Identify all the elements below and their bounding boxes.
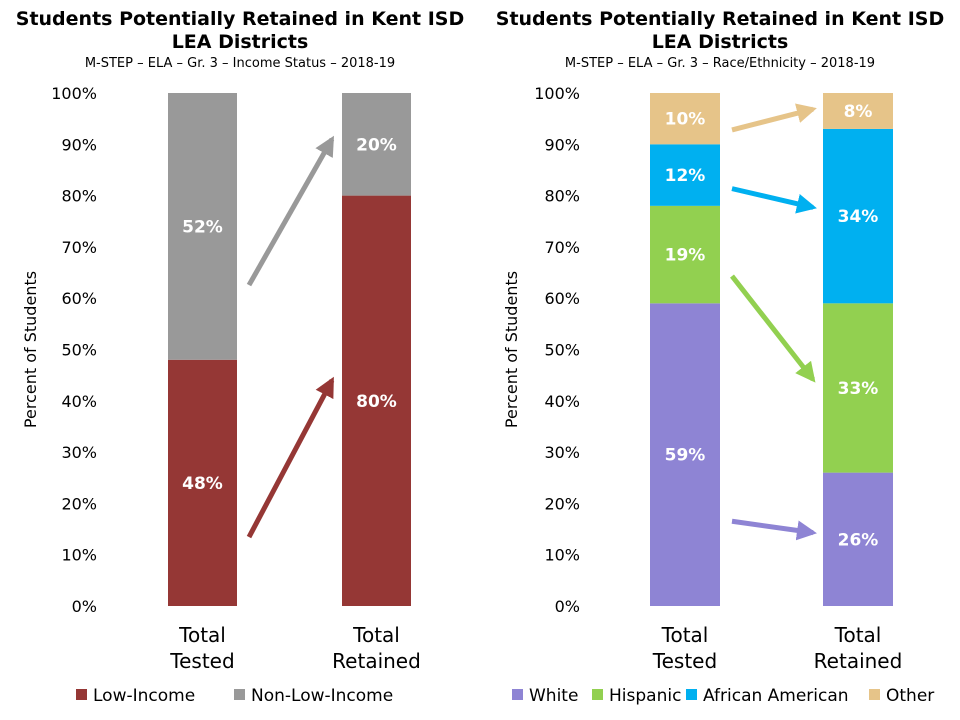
x-category-label: Retained xyxy=(332,649,421,673)
bar-segment xyxy=(823,128,893,304)
legend-label: Non-Low-Income xyxy=(251,686,393,706)
y-axis-title: Percent of Students xyxy=(21,271,40,428)
data-label: 12% xyxy=(665,166,706,186)
legend-swatch xyxy=(234,689,245,700)
data-label: 59% xyxy=(665,446,706,466)
bar-segment xyxy=(650,144,720,206)
chart-subtitle: M-STEP – ELA – Gr. 3 – Race/Ethnicity – … xyxy=(564,56,876,71)
data-label: 33% xyxy=(838,379,879,399)
y-tick-label: 100% xyxy=(51,84,97,103)
chart-layer: 0% 10% 20% 30% 40% 50% 60% 70% 80% 90% 100% Percent… xyxy=(502,84,934,706)
bar-segment xyxy=(168,359,237,606)
y-tick-label: 50% xyxy=(544,341,580,360)
y-tick-label: 70% xyxy=(61,238,97,257)
chart-layer: 0% 10% 20% 30% 40% 50% 60% 70% 80% 90% 100% Percent… xyxy=(21,84,421,706)
data-label: 20% xyxy=(356,135,397,155)
x-category-label: Total xyxy=(834,623,882,647)
data-label: 10% xyxy=(665,110,706,130)
chart-title: Students Potentially Retained in Kent IS… xyxy=(15,8,465,53)
shift-arrow xyxy=(246,376,335,539)
legend-label: Other xyxy=(886,686,934,706)
shift-arrow xyxy=(731,518,817,541)
y-tick-label: 20% xyxy=(544,494,580,513)
x-category-label: Total xyxy=(178,623,226,647)
legend-swatch xyxy=(592,689,603,700)
y-tick-label: 50% xyxy=(61,341,97,360)
y-tick-label: 30% xyxy=(544,443,580,462)
bar-segment xyxy=(650,93,720,145)
bar-segment xyxy=(823,303,893,473)
data-label: 34% xyxy=(838,207,879,227)
x-category-label: Tested xyxy=(652,649,717,673)
race-ethnicity-chart: Students Potentially Retained in Kent IS… xyxy=(480,0,960,720)
y-tick-label: 90% xyxy=(544,135,580,154)
bar-segment xyxy=(823,472,893,606)
y-tick-label: 0% xyxy=(72,597,97,616)
bar-segment xyxy=(342,93,411,196)
data-label: 8% xyxy=(844,102,873,122)
legend-swatch xyxy=(869,689,880,700)
legend-swatch xyxy=(686,689,697,700)
y-tick-label: 0% xyxy=(555,597,580,616)
y-tick-label: 40% xyxy=(544,392,580,411)
legend-swatch xyxy=(76,689,87,700)
shift-arrow xyxy=(731,103,817,133)
chart-plot: 0% 10% 20% 30% 40% 50% 60% 70% 80% 90% 100% Percent… xyxy=(502,84,934,706)
bar-segment xyxy=(823,93,893,129)
data-label: 19% xyxy=(665,246,706,266)
x-category-label: Tested xyxy=(169,649,234,673)
y-tick-label: 80% xyxy=(544,187,580,206)
x-category-label: Total xyxy=(661,623,709,647)
y-tick-label: 70% xyxy=(544,238,580,257)
y-tick-label: 10% xyxy=(544,546,580,565)
bar-segment xyxy=(650,303,720,606)
bar-segment xyxy=(342,195,411,606)
x-category-label: Retained xyxy=(814,649,903,673)
data-label: 52% xyxy=(182,217,223,237)
y-tick-label: 40% xyxy=(61,392,97,411)
y-tick-label: 30% xyxy=(61,443,97,462)
legend-label: Low-Income xyxy=(93,686,195,706)
chart-subtitle: M-STEP – ELA – Gr. 3 – Income Status – 2… xyxy=(84,56,396,71)
x-category-label: Total xyxy=(352,623,400,647)
y-tick-label: 90% xyxy=(61,135,97,154)
legend-label: African American xyxy=(703,686,849,706)
shift-arrow xyxy=(731,186,817,214)
chart-title: Students Potentially Retained in Kent IS… xyxy=(495,8,945,53)
bar-segment xyxy=(650,205,720,304)
data-label: 48% xyxy=(182,474,223,494)
income-status-chart: Students Potentially Retained in Kent IS… xyxy=(15,8,465,706)
data-label: 80% xyxy=(356,392,397,412)
shift-arrow xyxy=(246,135,335,287)
y-tick-label: 20% xyxy=(61,494,97,513)
y-tick-label: 60% xyxy=(544,289,580,308)
shift-arrow xyxy=(730,274,816,383)
y-tick-label: 80% xyxy=(61,187,97,206)
legend-label: Hispanic xyxy=(609,686,681,706)
legend-swatch xyxy=(512,689,523,700)
data-label: 26% xyxy=(838,530,879,550)
y-tick-label: 10% xyxy=(61,546,97,565)
y-axis-title: Percent of Students xyxy=(502,271,521,428)
chart-plot: 0% 10% 20% 30% 40% 50% 60% 70% 80% 90% 100% Percent… xyxy=(21,84,421,706)
y-tick-label: 60% xyxy=(61,289,97,308)
y-tick-label: 100% xyxy=(534,84,580,103)
bar-segment xyxy=(168,93,237,360)
legend-label: White xyxy=(529,686,578,706)
